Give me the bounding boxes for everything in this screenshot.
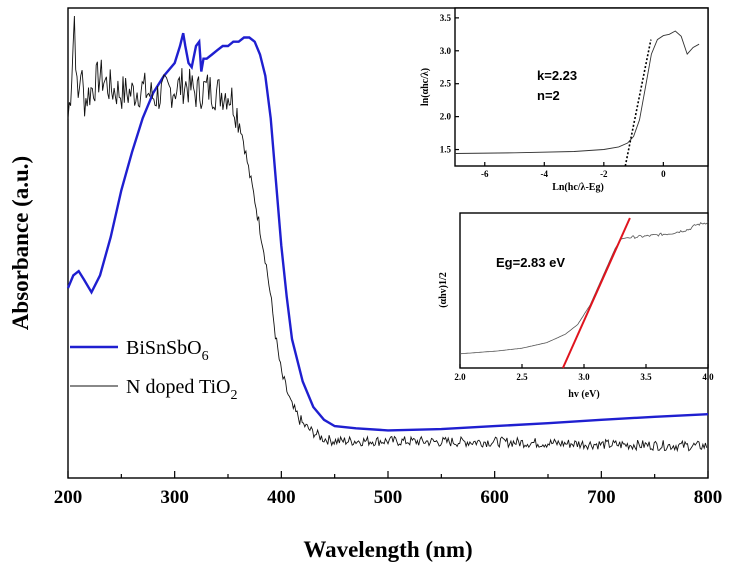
- inset-top-y-tick-label: 2.0: [440, 112, 452, 122]
- inset-top-y-tick-label: 3.0: [440, 46, 452, 56]
- inset-bottom-x-tick-label: 3.5: [640, 372, 652, 382]
- inset-bottom-x-tick-label: 4.0: [702, 372, 714, 382]
- legend-label-tio2-main: N doped TiO: [126, 376, 230, 398]
- legend-label-n-doped-tio2: N doped TiO2: [126, 376, 237, 403]
- inset-plot-top: -6 -4 -2 0 1.5 2.0 2.5 3.0 3.5 Ln(hc/λ-Eg) ln(αh…: [420, 7, 709, 193]
- legend-label-bisnsbo6-main: BiSnSbO: [126, 337, 202, 359]
- inset-top-annotation-n: n=2: [537, 88, 560, 103]
- x-tick-label: 600: [480, 487, 509, 508]
- inset-bottom-bg: [460, 213, 708, 368]
- x-tick-label: 500: [374, 487, 403, 508]
- inset-bottom-x-tick-label: 3.0: [578, 372, 590, 382]
- inset-top-bg: [455, 8, 708, 166]
- series-line-bisnsbo6: [66, 32, 709, 432]
- inset-bottom-y-label-text: (αhv)1/2: [438, 272, 449, 308]
- inset-bottom-x-label: hv (eV): [568, 389, 599, 400]
- x-tick-label: 200: [54, 487, 83, 508]
- inset-bottom-curve: [459, 221, 709, 355]
- inset-top-x-tick-label: 0: [661, 169, 666, 179]
- inset-top-y-label: ln(αhc/λ): [420, 68, 431, 106]
- inset-top-fit-line: [624, 39, 652, 167]
- main-plot: 200 300 400 500 600 700 800 Wavelength (nm) Ab…: [8, 7, 723, 562]
- x-tick-label: 300: [160, 487, 189, 508]
- x-tick-label: 700: [587, 487, 616, 508]
- inset-top-y-tick-label: 3.5: [440, 13, 452, 23]
- inset-top-y-tick-label: 1.5: [440, 145, 452, 155]
- x-axis-label: Wavelength (nm): [303, 537, 472, 562]
- inset-bottom-fit-line: [561, 217, 631, 369]
- x-tick-label: 400: [267, 487, 296, 508]
- y-axis-label: Absorbance (a.u.): [8, 156, 33, 330]
- inset-top-annotation-k: k=2.23: [537, 68, 577, 83]
- inset-bottom-x-tick-label: 2.0: [454, 372, 466, 382]
- inset-bottom-annotation-eg: Eg=2.83 eV: [496, 255, 565, 270]
- inset-plot-bottom: 2.0 2.5 3.0 3.5 4.0 hv (eV) (αhv)1/2 Eg=2.83…: [438, 212, 714, 400]
- main-x-ticks: 200 300 400 500 600 700 800: [54, 471, 723, 508]
- inset-top-ticks: -6 -4 -2 0 1.5 2.0 2.5 3.0 3.5: [440, 13, 666, 179]
- legend-label-bisnsbo6-sub: 6: [202, 349, 209, 364]
- legend: BiSnSbO6 N doped TiO2: [70, 337, 237, 403]
- inset-top-curve: [454, 30, 700, 154]
- inset-top-x-tick-label: -6: [481, 169, 489, 179]
- inset-bottom-y-label: (αhv)1/2: [438, 272, 449, 308]
- inset-top-y-tick-label: 2.5: [440, 79, 452, 89]
- inset-top-x-tick-label: -4: [541, 169, 549, 179]
- inset-bottom-x-tick-label: 2.5: [516, 372, 528, 382]
- inset-top-x-tick-label: -2: [600, 169, 608, 179]
- inset-bottom-ticks: 2.0 2.5 3.0 3.5 4.0: [454, 364, 714, 382]
- inset-top-x-label: Ln(hc/λ-Eg): [552, 182, 604, 193]
- x-tick-label: 800: [694, 487, 723, 508]
- legend-label-bisnsbo6: BiSnSbO6: [126, 337, 209, 364]
- series-line-n-doped-tio2: [67, 15, 708, 453]
- legend-label-tio2-sub: 2: [230, 388, 237, 403]
- inset-top-frame: [454, 7, 709, 167]
